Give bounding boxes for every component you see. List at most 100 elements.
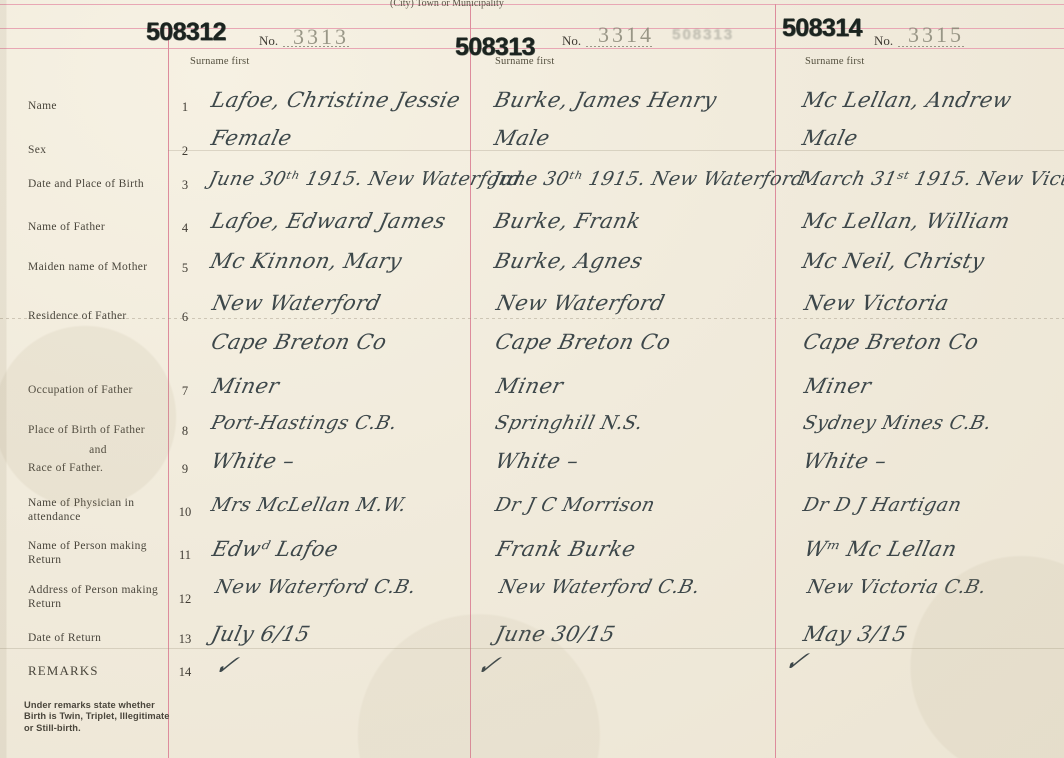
form-number-3: 3315 xyxy=(908,22,964,47)
row-label-physician: Name of Physician in attendance xyxy=(28,497,135,523)
entry-father-residence-1a: New Waterford xyxy=(210,291,384,315)
entry-date-return-3: May 3/15 xyxy=(801,622,910,646)
entry-father-birthplace-1: Port-Hastings C.B. xyxy=(209,412,400,434)
row-label-date-place-birth: Date and Place of Birth xyxy=(28,178,144,190)
entry-mother-maiden-2: Burke, Agnes xyxy=(492,249,646,273)
surname-hint-2: Surname first xyxy=(495,56,555,67)
no-underline-3 xyxy=(898,46,966,47)
entry-person-return-3: Wᵐ Mc Lellan xyxy=(802,537,960,561)
entry-physician-2: Dr J C Morrison xyxy=(493,494,658,516)
entry-father-residence-3b: Cape Breton Co xyxy=(801,330,982,354)
entry-remarks-1: ✓ xyxy=(210,650,243,682)
row-number-3: 3 xyxy=(181,178,189,192)
entry-mother-maiden-1: Mc Kinnon, Mary xyxy=(208,249,405,273)
row-label-occupation-father: Occupation of Father xyxy=(28,384,133,396)
rule-date-return xyxy=(0,648,1064,649)
rule-col-2-3 xyxy=(775,4,776,758)
row-label-person-return: Name of Person making Return xyxy=(28,540,147,566)
entry-name-3: Mc Lellan, Andrew xyxy=(800,88,1015,112)
row-label-sex: Sex xyxy=(28,144,47,156)
form-number-2: 3314 xyxy=(598,22,654,47)
entry-race-2: White – xyxy=(493,449,582,473)
surname-hint-3: Surname first xyxy=(805,56,865,67)
row-label-and: and xyxy=(89,444,107,456)
entry-birth-2: June 30ᵗʰ 1915. New Waterford xyxy=(490,168,807,190)
entry-race-1: White – xyxy=(209,449,298,473)
entry-address-return-1: New Waterford C.B. xyxy=(213,576,419,598)
row-number-5: 5 xyxy=(181,261,189,275)
row-number-13: 13 xyxy=(178,632,192,646)
row-label-name-of-father: Name of Father xyxy=(28,221,106,233)
rule-col-1-2 xyxy=(470,4,471,758)
no-label-3: No. xyxy=(874,33,894,48)
row-label-name: Name xyxy=(28,100,57,112)
rule-top-outer xyxy=(0,4,1064,5)
entry-father-residence-3a: New Victoria xyxy=(802,291,952,315)
no-label-1: No. xyxy=(259,33,279,48)
row-number-11: 11 xyxy=(178,548,192,562)
no-underline-1 xyxy=(283,46,351,47)
rule-sex xyxy=(168,150,1064,151)
row-label-date-return: Date of Return xyxy=(28,632,102,644)
entry-remarks-2: ✓ xyxy=(472,650,505,682)
entry-father-residence-1b: Cape Breton Co xyxy=(209,330,390,354)
no-underline-2 xyxy=(586,46,654,47)
stamp-smudge: 508313 xyxy=(672,26,735,43)
row-number-1: 1 xyxy=(181,100,189,114)
entry-father-residence-2a: New Waterford xyxy=(494,291,668,315)
entry-name-2: Burke, James Henry xyxy=(492,88,720,112)
row-number-14: 14 xyxy=(178,665,192,679)
entry-occupation-1: Miner xyxy=(210,374,282,398)
entry-father-name-2: Burke, Frank xyxy=(492,209,644,233)
entry-occupation-3: Miner xyxy=(802,374,874,398)
row-number-2: 2 xyxy=(181,144,189,158)
rule-header-top xyxy=(0,28,1064,29)
entry-physician-1: Mrs McLellan M.W. xyxy=(209,494,409,516)
row-number-10: 10 xyxy=(178,505,192,519)
stamp-number-2: 508313 xyxy=(455,33,535,61)
rule-col-numbers xyxy=(168,28,169,758)
entry-sex-3: Male xyxy=(800,126,861,150)
stamp-number-3: 508314 xyxy=(782,14,862,42)
surname-hint-1: Surname first xyxy=(190,56,250,67)
entry-birth-1: June 30ᵗʰ 1915. New Waterford xyxy=(207,168,524,190)
entry-date-return-1: July 6/15 xyxy=(209,622,313,646)
no-label-2: No. xyxy=(562,33,582,48)
entry-person-return-2: Frank Burke xyxy=(494,537,639,561)
row-label-remarks: REMARKS xyxy=(28,663,99,678)
entry-father-birthplace-2: Springhill N.S. xyxy=(493,412,646,434)
entry-address-return-2: New Waterford C.B. xyxy=(497,576,703,598)
rule-residence-mid xyxy=(0,318,1064,319)
entry-father-birthplace-3: Sydney Mines C.B. xyxy=(801,412,994,434)
entry-birth-3: March 31ˢᵗ 1915. New Victoria xyxy=(798,168,1064,190)
row-label-residence-father: Residence of Father xyxy=(28,310,127,322)
rule-header-bot xyxy=(0,48,1064,49)
row-label-address-return: Address of Person making Return xyxy=(28,584,159,610)
entry-address-return-3: New Victoria C.B. xyxy=(805,576,989,598)
entry-person-return-1: Edwᵈ Lafoe xyxy=(210,537,341,561)
form-number-1: 3313 xyxy=(293,24,349,49)
entry-name-1: Lafoe, Christine Jessie xyxy=(209,88,463,112)
entry-physician-3: Dr D J Hartigan xyxy=(801,494,964,516)
entry-occupation-2: Miner xyxy=(494,374,566,398)
row-number-8: 8 xyxy=(181,424,189,438)
row-number-9: 9 xyxy=(181,462,189,476)
row-label-race-father: Race of Father. xyxy=(28,462,104,474)
entry-race-3: White – xyxy=(801,449,890,473)
row-label-place-birth-father: Place of Birth of Father xyxy=(28,424,145,436)
row-number-6: 6 xyxy=(181,310,189,324)
row-number-4: 4 xyxy=(181,221,189,235)
entry-sex-2: Male xyxy=(492,126,553,150)
entry-sex-1: Female xyxy=(209,126,295,150)
entry-father-name-1: Lafoe, Edward James xyxy=(209,209,449,233)
row-number-7: 7 xyxy=(181,384,189,398)
row-number-12: 12 xyxy=(178,592,192,606)
stamp-number-1: 508312 xyxy=(146,18,226,46)
entry-remarks-3: ✓ xyxy=(780,646,813,678)
entry-father-residence-2b: Cape Breton Co xyxy=(493,330,674,354)
entry-mother-maiden-3: Mc Neil, Christy xyxy=(800,249,987,273)
entry-date-return-2: June 30/15 xyxy=(493,622,618,646)
remarks-instruction: Under remarks state whether Birth is Twi… xyxy=(24,700,170,733)
row-label-maiden-name-mother: Maiden name of Mother xyxy=(28,261,148,273)
municipality-note: (City) Town or Municipality xyxy=(390,0,504,9)
